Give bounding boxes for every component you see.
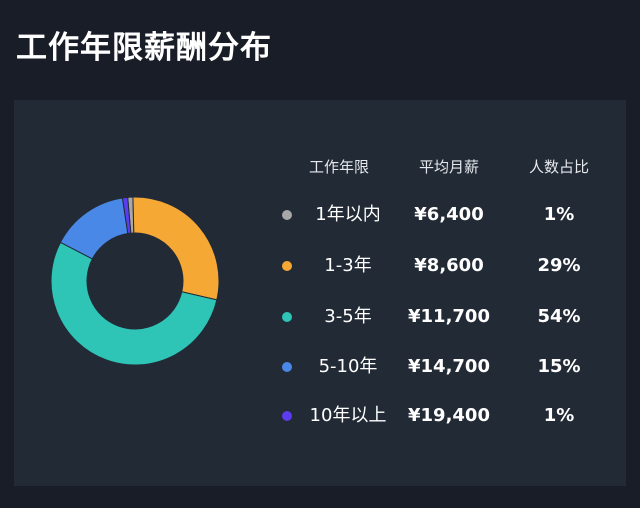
donut-slice-2 xyxy=(132,196,220,301)
share-value: 1% xyxy=(543,204,575,225)
legend-dot xyxy=(282,261,292,271)
work-years-label: 5-10年 xyxy=(318,356,378,377)
header-avg-salary: 平均月薪 xyxy=(418,158,479,176)
avg-salary-value: ¥14,700 xyxy=(408,356,490,377)
chart-panel: 工作年限 平均月薪 人数占比 1年以内 ¥6,400 1% 1-3年 ¥8,60… xyxy=(14,100,626,486)
avg-salary-value: ¥8,600 xyxy=(414,255,484,276)
table-header: 工作年限 平均月薪 人数占比 xyxy=(274,152,614,182)
work-years-label: 3-5年 xyxy=(324,306,372,327)
work-years-label: 1年以内 xyxy=(315,204,381,225)
share-value: 54% xyxy=(537,306,581,327)
work-years-label: 10年以上 xyxy=(309,405,387,426)
share-value: 15% xyxy=(537,356,581,377)
share-value: 1% xyxy=(543,405,575,426)
share-value: 29% xyxy=(537,255,581,276)
legend-dot xyxy=(282,411,292,421)
legend-dot xyxy=(282,210,292,220)
avg-salary-value: ¥11,700 xyxy=(408,306,490,327)
legend-dot xyxy=(282,362,292,372)
table-row: 5-10年 ¥14,700 15% xyxy=(274,352,614,382)
avg-salary-value: ¥19,400 xyxy=(408,405,490,426)
donut-slice-3 xyxy=(50,241,218,366)
page-title: 工作年限薪酬分布 xyxy=(16,30,272,66)
work-years-label: 1-3年 xyxy=(324,255,372,276)
table-row: 1年以内 ¥6,400 1% xyxy=(274,200,614,230)
table-row: 1-3年 ¥8,600 29% xyxy=(274,251,614,281)
table-row: 3-5年 ¥11,700 54% xyxy=(274,302,614,332)
donut-chart xyxy=(50,196,220,366)
avg-salary-value: ¥6,400 xyxy=(414,204,484,225)
table-row: 10年以上 ¥19,400 1% xyxy=(274,401,614,431)
legend-dot xyxy=(282,312,292,322)
header-work-years: 工作年限 xyxy=(308,158,369,176)
donut-slice-5 xyxy=(121,196,132,235)
header-share: 人数占比 xyxy=(528,158,589,176)
